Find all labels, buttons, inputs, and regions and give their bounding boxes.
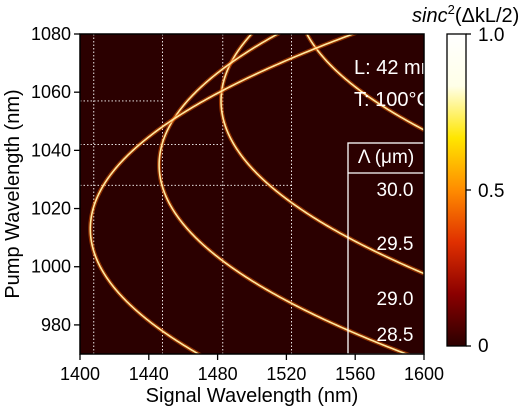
x-axis: 1400 1440 1480 1520 1560 1600: [60, 354, 444, 384]
plot-area: [80, 34, 424, 354]
curve-30.0: [305, 34, 424, 131]
y-axis: 980 1000 1020 1040 1060 1080: [31, 24, 80, 335]
colorbar-tick-label-0: 1.0: [478, 25, 504, 46]
y-tick-label-5: 1080: [31, 24, 71, 44]
curve-29.0: [158, 34, 409, 354]
colorbar-label-func: sinc: [412, 5, 448, 27]
temperature-annotation: T: 100°C: [354, 89, 431, 111]
y-axis-label: Pump Wavelength (nm): [2, 89, 24, 298]
y-tick-label-2: 1020: [31, 199, 71, 219]
curve-28.5: [89, 34, 356, 354]
colorbar: [446, 33, 467, 347]
period-label-30.0: 30.0: [377, 180, 414, 201]
y-tick-label-1: 1000: [31, 257, 71, 277]
y-tick-label-3: 1040: [31, 140, 71, 160]
x-tick-label-5: 1600: [404, 364, 444, 384]
curve-29.5: [220, 34, 424, 275]
colorbar-label-arg: (ΔkL/2): [455, 5, 519, 27]
x-tick-label-1: 1440: [129, 364, 169, 384]
period-label-28.5: 28.5: [377, 325, 414, 346]
x-tick-label-2: 1480: [198, 364, 238, 384]
colorbar-tick-label-1: 0.5: [478, 181, 504, 202]
x-tick-label-3: 1520: [266, 364, 306, 384]
phase-matching-curves: [88, 34, 424, 354]
x-tick-label-0: 1400: [60, 364, 100, 384]
period-table-header: Λ (μm): [358, 147, 414, 168]
period-label-29.0: 29.0: [377, 289, 414, 310]
length-annotation: L: 42 mm: [354, 57, 437, 79]
x-axis-label: Signal Wavelength (nm): [146, 385, 359, 407]
y-tick-label-4: 1060: [31, 82, 71, 102]
period-label-29.5: 29.5: [377, 234, 414, 255]
colorbar-label: sinc2(ΔkL/2): [412, 2, 519, 27]
period-table: Λ (μm): [347, 142, 429, 355]
colorbar-label-sup: 2: [448, 2, 455, 17]
colorbar-tick-label-2: 0: [478, 336, 489, 357]
period-labels: 30.0 29.5 29.0 28.5: [377, 180, 414, 346]
x-tick-label-4: 1560: [335, 364, 375, 384]
y-tick-label-0: 980: [41, 315, 71, 335]
colorbar-ticks: 1.0 0.5 0: [466, 25, 504, 357]
plot-frame: [79, 33, 425, 355]
